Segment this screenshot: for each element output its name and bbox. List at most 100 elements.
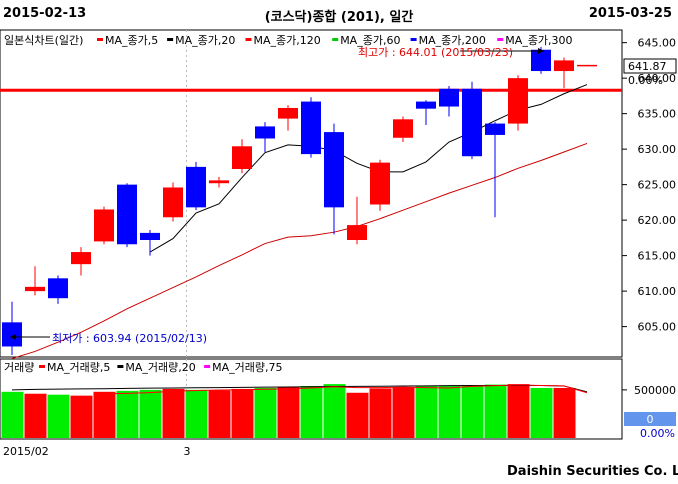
volume-bar [530,387,553,438]
low-annotation: 최저가 : 603.94 (2015/02/13) [52,332,207,345]
legend-label: 일본식차트(일간) [4,33,83,47]
volume-ma5-line [103,384,588,395]
start-date: 2015-02-13 [3,6,87,21]
volume-bar [47,394,70,438]
candle-body [140,232,160,240]
volume-bar [392,386,415,438]
legend-item: MA_거래량,5 [47,361,110,374]
volume-tick-label: 500000 [634,384,676,397]
legend-swatch [332,38,339,41]
candle-body [485,123,505,135]
candle-body [163,187,183,218]
high-pointer-arrow [538,48,544,54]
volume-legend: 거래량 MA_거래량,5 MA_거래량,20 MA_거래량,75 [4,361,282,374]
volume-bar [507,384,530,438]
candle-body [462,88,482,157]
legend-swatch [245,38,252,41]
change-percent: 0.00% [628,74,663,87]
legend-item: MA_종가,20 [175,34,235,47]
legend-swatch [97,38,103,41]
volume-value: 0 [647,413,654,426]
legend-item: MA_종가,200 [419,34,486,47]
candle-body [255,126,275,139]
candle-body [2,322,22,347]
legend-item: MA_거래량,75 [212,361,282,374]
y-tick-label: 620.00 [638,214,677,227]
ma120-line [11,142,588,360]
price-legend: 일본식차트(일간) MA_종가,5 MA_종가,20 MA_종가,120 MA_종가,6… [4,33,573,47]
volume-bar [484,384,507,438]
candle-body [232,146,252,170]
candle-body [554,60,574,72]
candle-body [508,78,528,124]
candle-body [347,225,367,240]
volume-bar [277,386,300,438]
legend-swatch [204,365,211,368]
candle-body [186,166,206,208]
volume-bar [116,390,139,438]
volume-panel-frame [0,358,623,440]
volume-bar [162,388,185,438]
candle-body [48,278,68,299]
volume-bar [553,387,576,438]
volume-bar [24,393,47,438]
legend-swatch [410,38,417,41]
candle-body [301,101,321,155]
volume-percent: 0.00% [640,427,675,440]
y-tick-label: 615.00 [638,250,677,263]
volume-bar [461,385,484,438]
current-price: 641.87 [628,60,667,73]
volume-bar [415,386,438,438]
legend-swatch [167,38,174,41]
candle-body [439,88,459,107]
candle-body [577,64,597,67]
volume-bar [346,392,369,438]
low-pointer-arrow [10,334,16,340]
y-tick-label: 645.00 [638,37,677,50]
legend-label: 거래량 [4,361,34,374]
candle-body [25,286,45,292]
current-price-box [623,58,677,74]
candle-body [324,132,344,208]
volume-bar [300,386,323,438]
y-tick-label: 630.00 [638,143,677,156]
company-name: Daishin Securities Co. Ltd. [507,464,678,479]
candle-body [370,162,390,205]
volume-bar [254,387,277,438]
candle-body [278,107,298,119]
volume-bar [1,391,24,438]
chart-title: (코스닥)종합 (201), 일간 [264,10,414,25]
x-tick-label: 2015/02 [3,445,49,458]
candle-body [209,180,229,184]
y-tick-label: 625.00 [638,179,677,192]
volume-bar [93,391,116,438]
y-tick-label: 640.00 [638,72,677,85]
end-date: 2015-03-25 [588,6,672,21]
legend-item: MA_종가,5 [105,34,158,47]
volume-bar [369,388,392,438]
x-tick-label: 3 [184,445,191,458]
y-tick-label: 605.00 [638,321,677,334]
volume-bar [231,388,254,438]
y-tick-label: 635.00 [638,108,677,121]
legend-swatch [39,365,45,368]
candle-body [531,49,551,72]
legend-item: MA_종가,300 [505,34,572,47]
volume-bar [323,384,346,438]
high-annotation: 최고가 : 644.01 (2015/03/23) [358,46,513,59]
volume-bar [185,389,208,438]
candle-body [94,209,114,242]
volume-value-box [624,412,676,426]
legend-item: MA_종가,60 [340,34,400,47]
candle-body [117,184,137,245]
legend-item: MA_거래량,20 [125,361,195,374]
volume-bar [438,385,461,438]
price-panel-frame [0,29,623,358]
y-tick-label: 610.00 [638,285,677,298]
legend-swatch [117,365,124,368]
candle-body [71,252,91,265]
volume-bar [208,390,231,438]
candle-body [416,101,436,109]
candle-body [393,119,413,138]
